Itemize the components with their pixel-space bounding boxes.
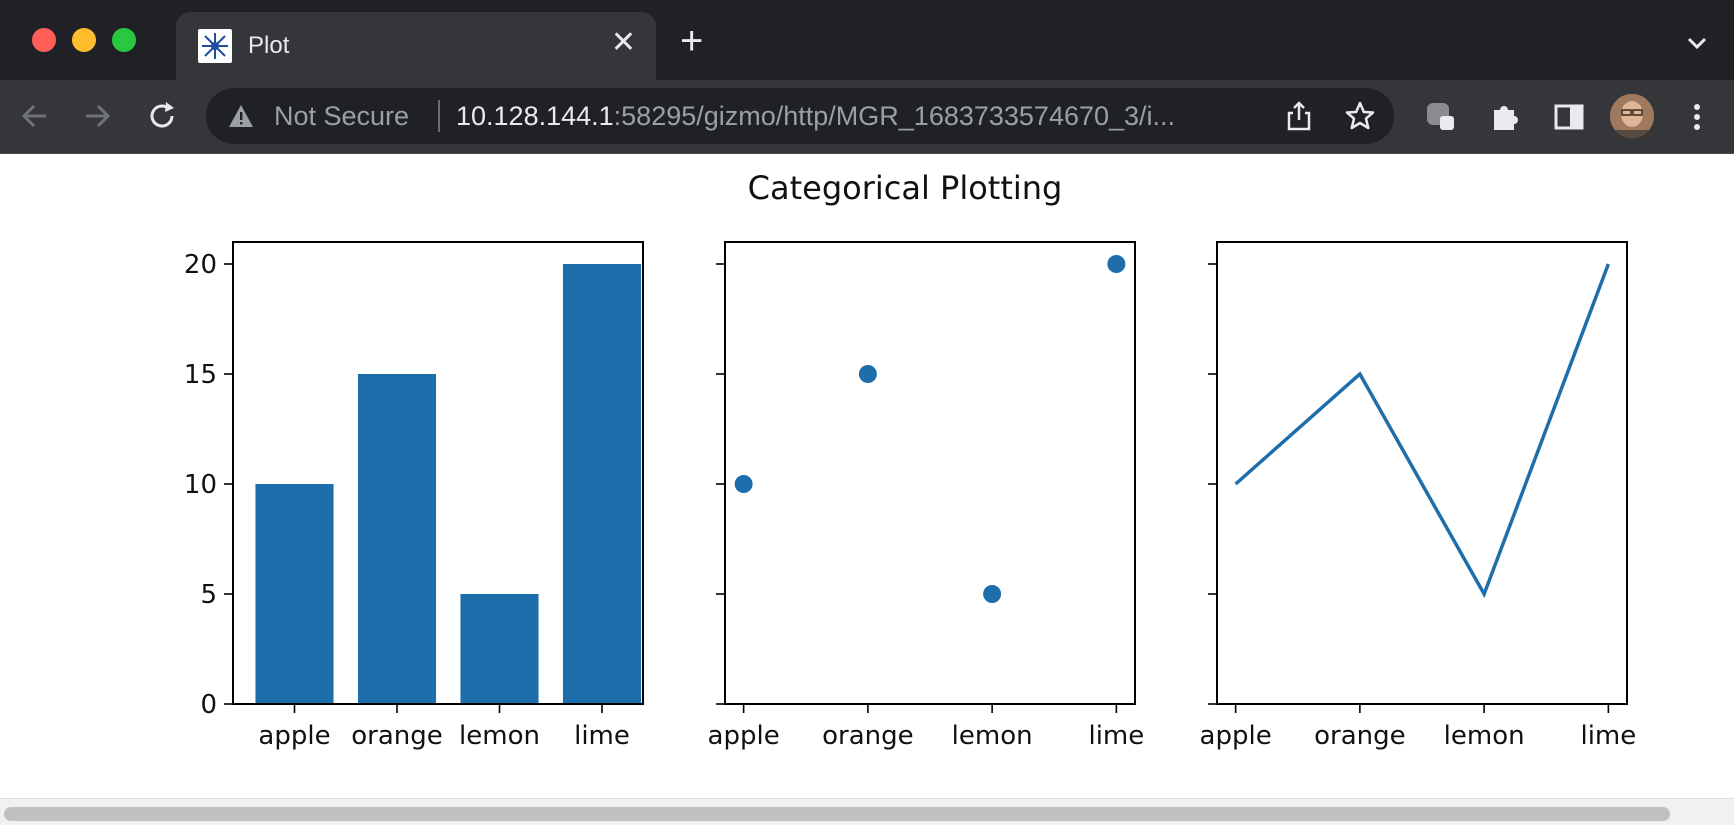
back-arrow-icon[interactable] <box>16 98 52 134</box>
omnibox-separator <box>438 100 440 132</box>
point-apple <box>734 475 753 493</box>
x-tick-label-lemon: lemon <box>952 721 1033 751</box>
url-host: 10.128.144.1 <box>456 101 614 131</box>
minimize-window-button[interactable] <box>72 28 96 52</box>
address-bar[interactable]: Not Secure 10.128.144.1:58295/gizmo/http… <box>206 88 1394 144</box>
point-lime <box>1107 255 1126 273</box>
categorical-plotting-figure: Categorical Plotting 0 5 10 15 20 apple orange… <box>184 169 1636 751</box>
not-secure-label[interactable]: Not Secure <box>274 101 410 131</box>
figure-title: Categorical Plotting <box>748 169 1063 207</box>
series-line <box>1234 263 1611 599</box>
y-tick-label: 5 <box>200 580 217 610</box>
bar-orange <box>357 374 437 704</box>
x-tick-label-apple: apple <box>708 721 780 751</box>
forward-arrow-icon[interactable] <box>80 98 116 134</box>
scrollbar-thumb[interactable] <box>4 807 1670 821</box>
bar-apple <box>255 484 334 704</box>
warning-icon[interactable] <box>228 104 254 128</box>
point-orange <box>858 365 877 383</box>
browser-tab[interactable]: Plot ✕ <box>176 12 656 80</box>
horizontal-scrollbar[interactable] <box>0 798 1734 825</box>
axes-frame <box>1216 241 1628 705</box>
url-path: :58295/gizmo/http/MGR_1683733574670_3/i.… <box>613 101 1176 131</box>
browser-toolbar: Not Secure 10.128.144.1:58295/gizmo/http… <box>0 80 1734 154</box>
y-tick-label: 0 <box>200 690 217 720</box>
bar-lemon <box>460 594 539 704</box>
scatter-chart-axes: apple orange lemon lime <box>708 241 1144 751</box>
plot-favicon-icon <box>198 29 232 63</box>
maximize-window-button[interactable] <box>112 28 136 52</box>
y-tick-label: 20 <box>184 250 217 280</box>
x-tick-label-orange: orange <box>1314 721 1406 751</box>
x-tick-label-apple: apple <box>1200 721 1272 751</box>
y-tick-label: 15 <box>184 360 217 390</box>
browser-tab-bar: Plot ✕ + <box>0 0 1734 80</box>
x-tick-label-lemon: lemon <box>1444 721 1525 751</box>
puzzle-icon[interactable] <box>1488 100 1522 134</box>
axes-frame <box>232 241 644 705</box>
tab-title: Plot <box>248 32 290 59</box>
x-tick-label-apple: apple <box>258 721 330 751</box>
x-tick-label-orange: orange <box>351 721 443 751</box>
tab-close-icon[interactable]: ✕ <box>610 26 636 59</box>
bar-lime <box>562 264 642 704</box>
url-text[interactable]: 10.128.144.1:58295/gizmo/http/MGR_168373… <box>456 101 1175 132</box>
x-tick-label-lime: lime <box>1580 721 1636 751</box>
bookmark-star-icon[interactable] <box>1344 100 1376 132</box>
profile-avatar[interactable] <box>1610 94 1654 138</box>
y-tick-label: 10 <box>184 470 217 500</box>
reload-icon[interactable] <box>144 98 180 134</box>
share-icon[interactable] <box>1284 100 1314 132</box>
new-tab-icon[interactable]: + <box>680 19 704 63</box>
extension-icon[interactable] <box>1424 100 1458 134</box>
line-chart-axes: apple orange lemon lime <box>1200 241 1636 751</box>
bar-chart-axes: 0 5 10 15 20 apple orange lemon lime <box>184 241 644 751</box>
more-menu-icon[interactable] <box>1682 100 1712 134</box>
chevron-down-icon[interactable] <box>1682 28 1712 58</box>
point-lemon <box>983 585 1002 603</box>
x-tick-label-orange: orange <box>822 721 914 751</box>
x-tick-label-lime: lime <box>574 721 630 751</box>
axes-frame <box>724 241 1136 705</box>
side-panel-icon[interactable] <box>1552 100 1586 134</box>
x-tick-label-lime: lime <box>1088 721 1144 751</box>
x-tick-label-lemon: lemon <box>459 721 540 751</box>
close-window-button[interactable] <box>32 28 56 52</box>
